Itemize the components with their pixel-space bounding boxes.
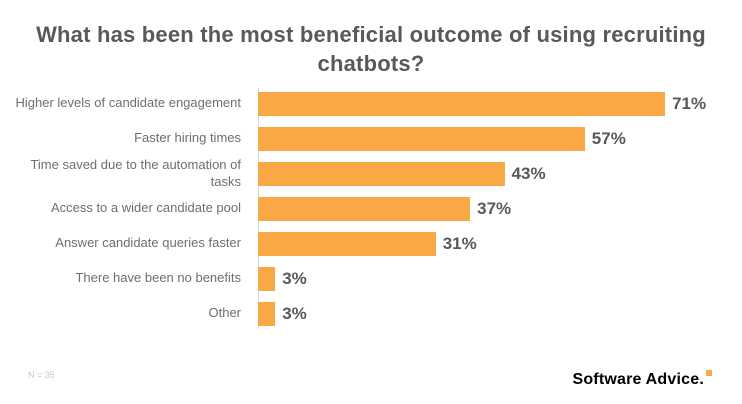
bar-chart: Higher levels of candidate engagement 71%… <box>12 86 706 331</box>
bar-track: 37% <box>258 196 688 221</box>
category-label: Answer candidate queries faster <box>55 235 241 251</box>
bar-track: 57% <box>258 126 688 151</box>
bar <box>258 266 276 291</box>
brand-logo: Software Advice. <box>572 370 712 389</box>
value-label: 31% <box>442 233 477 253</box>
brand-text: Software Advice. <box>572 371 704 388</box>
bar <box>258 161 505 186</box>
chart-row: Access to a wider candidate pool 37% <box>12 191 688 226</box>
bar-track: 31% <box>258 231 688 256</box>
bar <box>258 196 471 221</box>
sample-size-note: N = 35 <box>28 370 55 380</box>
chart-row: Answer candidate queries faster 31% <box>12 226 688 261</box>
bar <box>258 91 666 116</box>
value-label: 57% <box>591 128 626 148</box>
bar-track: 71% <box>258 91 706 116</box>
value-label: 43% <box>511 163 546 183</box>
chart-row: Time saved due to the automation of task… <box>12 156 688 191</box>
chart-row: Other 3% <box>12 296 688 331</box>
value-label: 71% <box>672 93 707 113</box>
bar-track: 43% <box>258 161 688 186</box>
chart-row: Faster hiring times 57% <box>12 121 688 156</box>
bar <box>258 231 436 256</box>
category-label: There have been no benefits <box>75 270 241 286</box>
category-label: Higher levels of candidate engagement <box>15 95 241 111</box>
bar-track: 3% <box>258 301 688 326</box>
category-label: Time saved due to the automation of task… <box>30 157 241 189</box>
brand-accent-square-icon <box>706 370 712 376</box>
bar <box>258 126 585 151</box>
bar <box>258 301 276 326</box>
category-label: Faster hiring times <box>134 130 241 146</box>
chart-rows: Higher levels of candidate engagement 71%… <box>12 86 706 331</box>
chart-row: There have been no benefits 3% <box>12 261 688 296</box>
value-label: 3% <box>282 303 307 323</box>
chart-title: What has been the most beneficial outcom… <box>36 22 706 77</box>
category-label: Access to a wider candidate pool <box>50 200 241 216</box>
value-label: 37% <box>477 198 512 218</box>
category-label: Other <box>208 305 241 321</box>
bar-track: 3% <box>258 266 688 291</box>
chart-row: Higher levels of candidate engagement 71% <box>12 86 706 121</box>
value-label: 3% <box>282 268 307 288</box>
